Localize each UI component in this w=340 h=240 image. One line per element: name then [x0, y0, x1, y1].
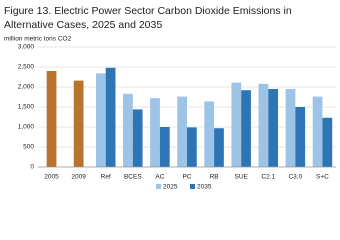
x-tick-label: 2009 — [71, 174, 86, 181]
bar — [312, 96, 323, 167]
legend-label: 2035 — [197, 184, 212, 191]
bar — [214, 128, 224, 167]
bar — [123, 93, 133, 167]
bar — [268, 89, 279, 167]
chart-title: Figure 13. Electric Power Sector Carbon … — [4, 5, 292, 17]
x-tick-label: Ref — [101, 174, 111, 181]
x-tick-label: RB — [210, 174, 219, 181]
bar — [177, 96, 187, 167]
bar — [187, 127, 197, 167]
legend-swatch — [156, 184, 161, 189]
y-tick-label: 1,000 — [18, 124, 35, 131]
y-tick-label: 1,500 — [18, 104, 35, 111]
bar — [204, 101, 215, 167]
x-tick-label: S+C — [316, 174, 329, 181]
y-tick-label: 0 — [30, 164, 34, 171]
y-tick-label: 500 — [23, 144, 34, 151]
chart-title: Alternative Cases, 2025 and 2035 — [4, 19, 162, 31]
x-tick-label: C3.0 — [288, 174, 302, 181]
bar — [295, 107, 306, 167]
bar — [258, 83, 269, 167]
bar — [231, 82, 242, 167]
x-tick-label: BCES — [124, 174, 142, 181]
y-tick-label: 3,000 — [18, 44, 35, 51]
bar — [150, 98, 160, 167]
bar — [159, 127, 170, 167]
legend-label: 2025 — [163, 184, 178, 191]
y-axis-label: million metric tons CO2 — [4, 36, 72, 43]
bar — [241, 90, 251, 167]
chart: Figure 13. Electric Power Sector Carbon … — [4, 5, 336, 191]
x-tick-label: SUE — [234, 174, 248, 181]
bar — [132, 109, 143, 167]
bar — [73, 80, 84, 167]
legend-swatch — [190, 184, 195, 189]
bar — [46, 71, 57, 167]
bar — [285, 89, 296, 167]
bar — [95, 73, 106, 167]
x-tick-label: PC — [182, 174, 191, 181]
x-tick-label: C2.1 — [261, 174, 275, 181]
bar — [105, 67, 116, 167]
y-tick-label: 2,000 — [18, 84, 35, 91]
y-tick-label: 2,500 — [18, 64, 35, 71]
x-tick-label: 2005 — [44, 174, 59, 181]
bar — [322, 117, 333, 167]
x-tick-label: AC — [155, 174, 164, 181]
